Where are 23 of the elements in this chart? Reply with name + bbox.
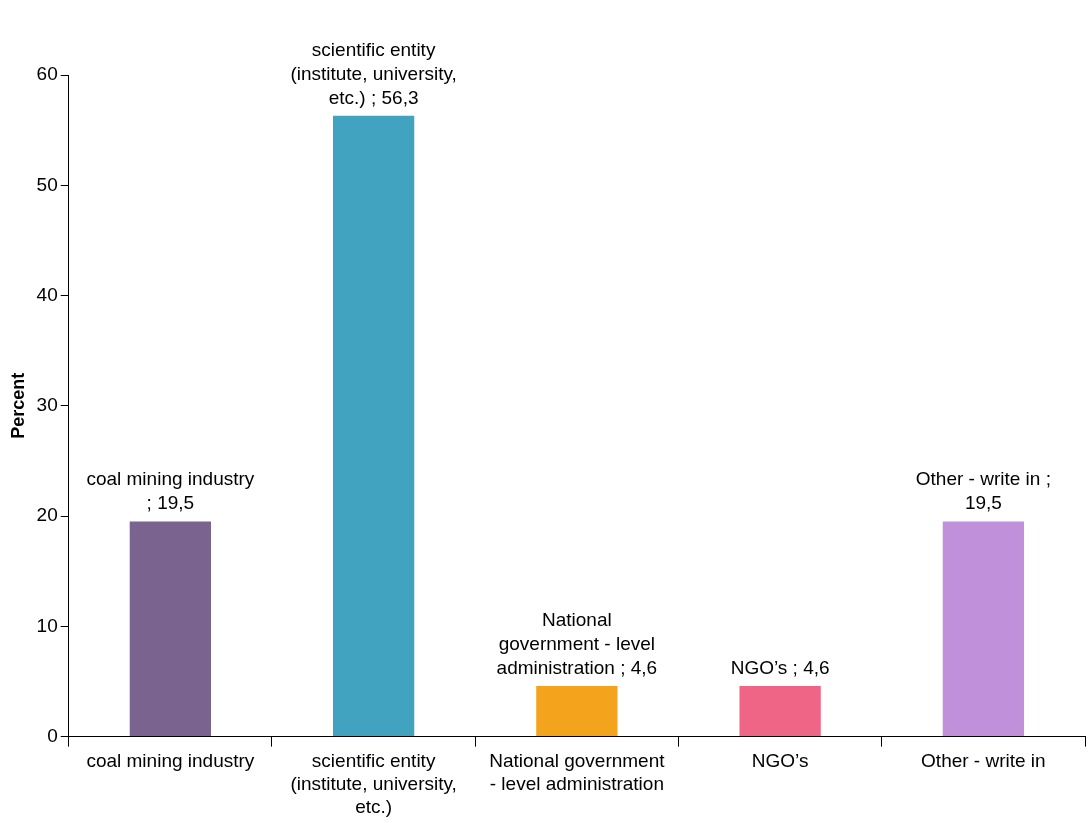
y-tick-label: 0 bbox=[47, 724, 58, 746]
data-label: NGO’s ; 4,6 bbox=[730, 656, 830, 678]
y-tick-label: 30 bbox=[36, 394, 58, 416]
data-label: coal mining industry ; 19,5 bbox=[86, 468, 255, 514]
bar bbox=[739, 685, 821, 737]
y-tick-label: 40 bbox=[36, 283, 58, 305]
y-tick-label: 50 bbox=[36, 173, 58, 195]
bar bbox=[332, 115, 415, 737]
bar bbox=[129, 521, 212, 737]
y-tick-label: 10 bbox=[36, 614, 58, 636]
x-tick-label: National government - level administration bbox=[489, 750, 666, 795]
data-label: scientific entity (institute, university, etc.) ; 56,3 bbox=[290, 38, 457, 108]
y-tick-label: 20 bbox=[36, 504, 58, 526]
bar bbox=[942, 521, 1025, 737]
y-axis-title: Percent bbox=[7, 372, 28, 439]
y-tick-label: 60 bbox=[36, 63, 58, 85]
data-label: National government - level administration ; 4,6 bbox=[496, 608, 658, 678]
x-tick-label: coal mining industry bbox=[86, 750, 255, 772]
bar bbox=[536, 685, 618, 737]
x-tick-label: scientific entity (institute, university, etc.) bbox=[290, 750, 457, 817]
x-tick-label: NGO’s bbox=[751, 750, 809, 772]
x-tick-label: Other - write in bbox=[921, 750, 1046, 772]
data-label: Other - write in ; 19,5 bbox=[915, 468, 1051, 514]
